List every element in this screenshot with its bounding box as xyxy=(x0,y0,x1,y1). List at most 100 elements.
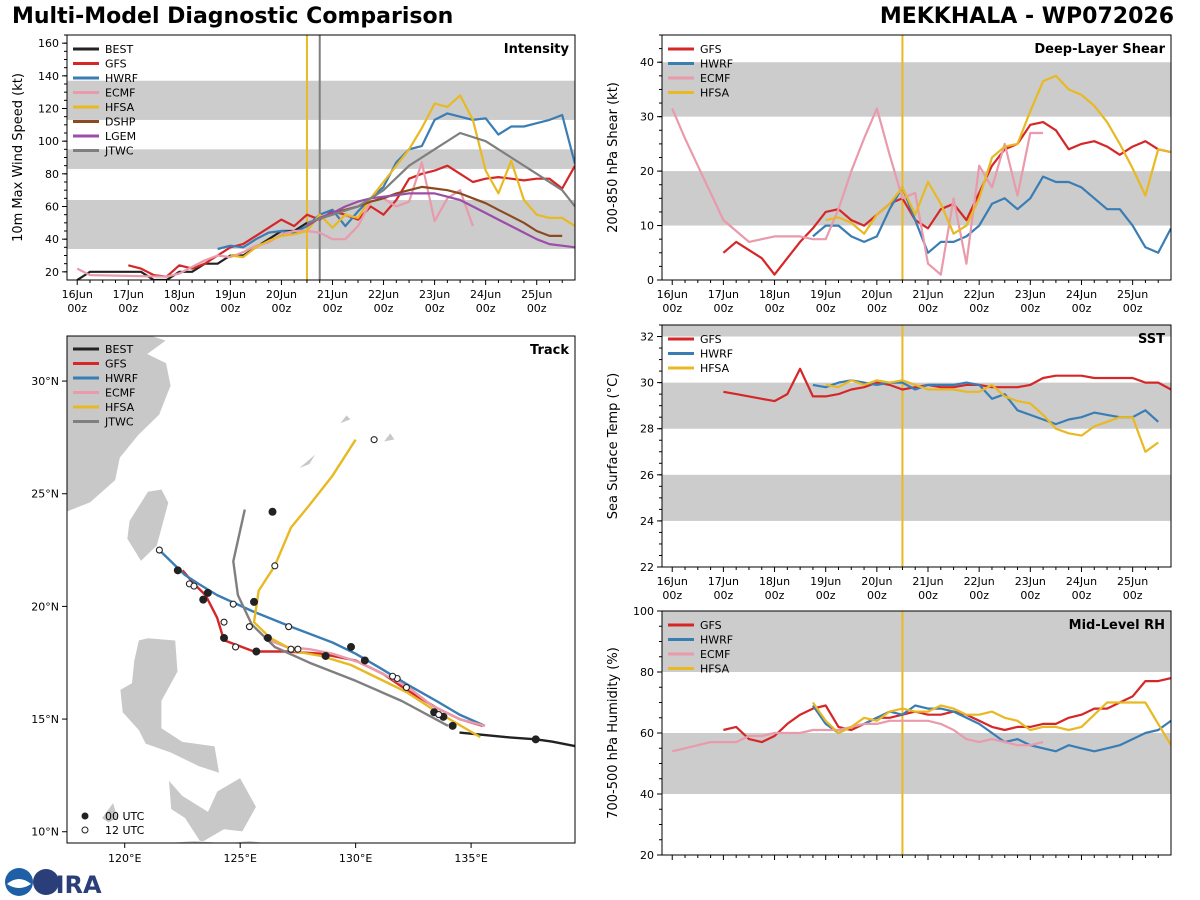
marker-00utc xyxy=(263,633,272,642)
legend-label: HWRF xyxy=(700,58,733,71)
legend-label: BEST xyxy=(105,343,133,356)
legend-label: HWRF xyxy=(105,372,138,385)
marker-00utc xyxy=(199,595,208,604)
legend-label: LGEM xyxy=(105,130,136,143)
x-tick-label: 18Jun xyxy=(759,863,790,865)
marker-12utc xyxy=(190,582,198,590)
x-tick-label-hour: 00z xyxy=(918,302,938,315)
marker-12utc xyxy=(370,436,378,444)
marker-00utc xyxy=(252,647,261,656)
land-polygon xyxy=(119,637,220,774)
legend-label: GFS xyxy=(105,58,127,71)
plot-frame xyxy=(66,335,576,844)
land-polygon xyxy=(101,801,119,824)
threshold-band xyxy=(662,611,1171,672)
x-tick-label: 19Jun xyxy=(810,288,841,301)
x-tick-label-hour: 00z xyxy=(374,302,394,315)
diagnostic-charts: 2040608010012014016016Jun00z17Jun00z18Ju… xyxy=(11,34,1172,865)
x-tick-label: 24Jun xyxy=(470,288,501,301)
marker-00utc xyxy=(531,735,540,744)
series-line-ecmf xyxy=(671,107,1044,276)
track-line-jtwc xyxy=(232,509,449,727)
x-tick-label: 20Jun xyxy=(266,288,297,301)
y-tick-label: 20 xyxy=(640,165,654,178)
x-tick-label: 135°E xyxy=(454,852,487,865)
x-tick-label-hour: 00z xyxy=(765,589,785,602)
x-tick-label: 120°E xyxy=(108,852,141,865)
x-tick-label-hour: 00z xyxy=(1020,302,1040,315)
threshold-band xyxy=(662,62,1171,117)
x-tick-label: 19Jun xyxy=(810,575,841,588)
y-tick-label: 40 xyxy=(45,233,59,246)
y-tick-label: 160 xyxy=(38,37,59,50)
x-tick-label-hour: 00z xyxy=(969,302,989,315)
legend-label: ECMF xyxy=(105,387,135,400)
legend-label: HWRF xyxy=(105,72,138,85)
x-tick-label: 18Jun xyxy=(164,288,195,301)
legend-label: 00 UTC xyxy=(105,810,145,823)
legend-label: HFSA xyxy=(700,362,730,375)
y-tick-label: 30 xyxy=(640,377,654,390)
legend-label: HFSA xyxy=(105,401,135,414)
storm-id-title: MEKKHALA - WP072026 xyxy=(879,4,1174,29)
y-tick-label: 120 xyxy=(38,103,59,116)
x-tick-label-hour: 00z xyxy=(1123,302,1143,315)
land-polygon xyxy=(168,777,257,843)
panel-title: Deep-Layer Shear xyxy=(1034,42,1165,57)
marker-00utc xyxy=(448,721,457,730)
x-tick-label: 125°E xyxy=(223,852,256,865)
legend-label: HWRF xyxy=(700,634,733,647)
threshold-band xyxy=(67,199,575,249)
y-tick-label: 60 xyxy=(640,727,654,740)
marker-12utc xyxy=(155,546,163,554)
plot-frame xyxy=(661,324,1172,568)
y-axis-label: Sea Surface Temp (°C) xyxy=(606,373,621,520)
x-tick-label: 18Jun xyxy=(759,575,790,588)
marker-12utc xyxy=(220,618,228,626)
x-tick-label-hour: 00z xyxy=(1072,589,1092,602)
marker-00utc xyxy=(250,597,259,606)
x-tick-label: 24Jun xyxy=(1066,288,1097,301)
x-tick-label: 19Jun xyxy=(810,863,841,865)
legend-label: JTWC xyxy=(104,145,134,158)
y-tick-label: 20°N xyxy=(31,600,59,613)
x-tick-label-hour: 00z xyxy=(867,589,887,602)
y-axis-label: 700-500 hPa Humidity (%) xyxy=(606,647,621,819)
x-tick-label: 22Jun xyxy=(964,575,995,588)
series-line-hfsa xyxy=(825,74,1171,235)
x-tick-label: 17Jun xyxy=(708,863,739,865)
y-axis-label: 200-850 hPa Shear (kt) xyxy=(606,82,621,233)
x-tick-label: 24Jun xyxy=(1066,863,1097,865)
marker-12utc xyxy=(285,623,293,631)
y-tick-label: 30 xyxy=(640,111,654,124)
x-tick-label: 23Jun xyxy=(1015,575,1046,588)
land-polygon xyxy=(382,432,396,443)
y-tick-label: 10°N xyxy=(31,826,59,839)
x-tick-label: 24Jun xyxy=(1066,575,1097,588)
x-tick-label: 21Jun xyxy=(912,575,943,588)
x-tick-label: 23Jun xyxy=(419,288,450,301)
y-tick-label: 15°N xyxy=(31,713,59,726)
x-tick-label: 20Jun xyxy=(861,863,892,865)
x-tick-label: 18Jun xyxy=(759,288,790,301)
series-line-hwrf xyxy=(812,175,1171,254)
threshold-band xyxy=(662,733,1171,794)
y-tick-label: 22 xyxy=(640,561,654,574)
y-tick-label: 140 xyxy=(38,70,59,83)
marker-12utc xyxy=(229,600,237,608)
track-line-best xyxy=(459,731,575,748)
x-tick-label-hour: 00z xyxy=(272,302,292,315)
legend-label: HFSA xyxy=(105,101,135,114)
legend-label: 12 UTC xyxy=(105,824,145,837)
series-line-hwrf xyxy=(217,112,575,251)
marker-12utc xyxy=(245,623,253,631)
track-line-hwrf xyxy=(158,549,486,727)
x-tick-label-hour: 00z xyxy=(169,302,189,315)
x-tick-label: 130°E xyxy=(339,852,372,865)
series-line-gfs xyxy=(723,367,1171,403)
x-tick-label-hour: 00z xyxy=(425,302,445,315)
x-tick-label: 23Jun xyxy=(1015,863,1046,865)
legend-label: HWRF xyxy=(700,348,733,361)
y-tick-label: 32 xyxy=(640,331,654,344)
legend-label: HFSA xyxy=(700,663,730,676)
